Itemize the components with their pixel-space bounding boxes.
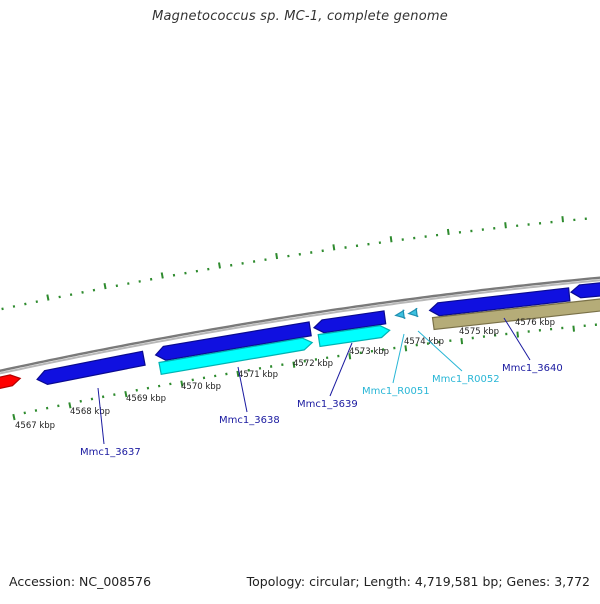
axis-label: 4575 kbp xyxy=(459,327,499,337)
outer-tick xyxy=(448,229,449,235)
outer-tick xyxy=(105,283,106,289)
inner-tick xyxy=(148,387,149,389)
inner-tick xyxy=(114,393,115,395)
inner-tick xyxy=(58,405,59,407)
outer-tick xyxy=(14,305,15,307)
outer-tick xyxy=(505,222,506,228)
inner-tick xyxy=(81,400,82,402)
gene-arrow-mmc1-3637 xyxy=(37,351,145,384)
outer-tick xyxy=(82,291,83,293)
inner-tick xyxy=(47,407,48,409)
outer-tick xyxy=(391,236,392,242)
rna-arrow-mmc1-r0052 xyxy=(409,309,419,317)
gene-label: Mmc1_3640 xyxy=(502,363,563,374)
axis-label: 4572 kbp xyxy=(293,359,333,369)
inner-tick xyxy=(13,414,14,420)
outer-tick xyxy=(47,295,48,301)
inner-tick xyxy=(193,379,194,381)
inner-tick xyxy=(92,398,93,400)
axis-label: 4568 kbp xyxy=(70,407,110,417)
gene-label: Mmc1_R0051 xyxy=(362,386,430,397)
axis-label: 4567 kbp xyxy=(15,421,55,431)
outer-tick xyxy=(117,285,118,287)
axis-label: 4574 kbp xyxy=(404,337,444,347)
inner-tick xyxy=(137,389,138,391)
outer-tick xyxy=(219,263,220,269)
gene-label: Mmc1_3637 xyxy=(80,447,141,458)
outer-tick xyxy=(25,303,26,305)
outer-tick xyxy=(276,253,277,259)
outer-tick xyxy=(151,278,152,280)
gene-label: Mmc1_R0052 xyxy=(432,374,500,385)
inner-tick xyxy=(461,338,462,344)
gene-label: Mmc1_3638 xyxy=(219,415,280,426)
axis-label: 4573 kbp xyxy=(349,347,389,357)
axis-label: 4569 kbp xyxy=(126,394,166,404)
axis-label: 4576 kbp xyxy=(515,318,555,328)
outer-tick xyxy=(59,296,60,298)
outer-tick xyxy=(185,272,186,274)
inner-tick xyxy=(25,412,26,414)
axis-label: 4570 kbp xyxy=(181,382,221,392)
genome-summary-text: Topology: circular; Length: 4,719,581 bp… xyxy=(247,574,590,589)
inner-tick xyxy=(159,385,160,387)
gene-arrow-red xyxy=(0,375,20,389)
inner-tick xyxy=(517,332,518,338)
leader-line xyxy=(393,334,404,383)
inner-tick xyxy=(36,409,37,411)
accession-text: Accession: NC_008576 xyxy=(9,574,151,589)
gene-label: Mmc1_3639 xyxy=(297,399,358,410)
leader-line xyxy=(330,343,352,396)
outer-tick xyxy=(562,216,563,222)
inner-tick xyxy=(170,383,171,385)
gene-arrow-next xyxy=(571,282,600,298)
outer-tick xyxy=(2,308,3,310)
outer-tick xyxy=(94,289,95,291)
outer-tick xyxy=(162,273,163,279)
inner-tick xyxy=(103,396,104,398)
gene-labels: Mmc1_3637Mmc1_3638Mmc1_3639Mmc1_R0051Mmc… xyxy=(80,363,563,458)
page-title: Magnetococcus sp. MC-1, complete genome xyxy=(0,9,600,24)
inner-tick xyxy=(573,326,574,332)
axis-label: 4571 kbp xyxy=(238,370,278,380)
outer-tick xyxy=(333,244,334,250)
rna-arrow-mmc1-r0051 xyxy=(396,310,406,318)
